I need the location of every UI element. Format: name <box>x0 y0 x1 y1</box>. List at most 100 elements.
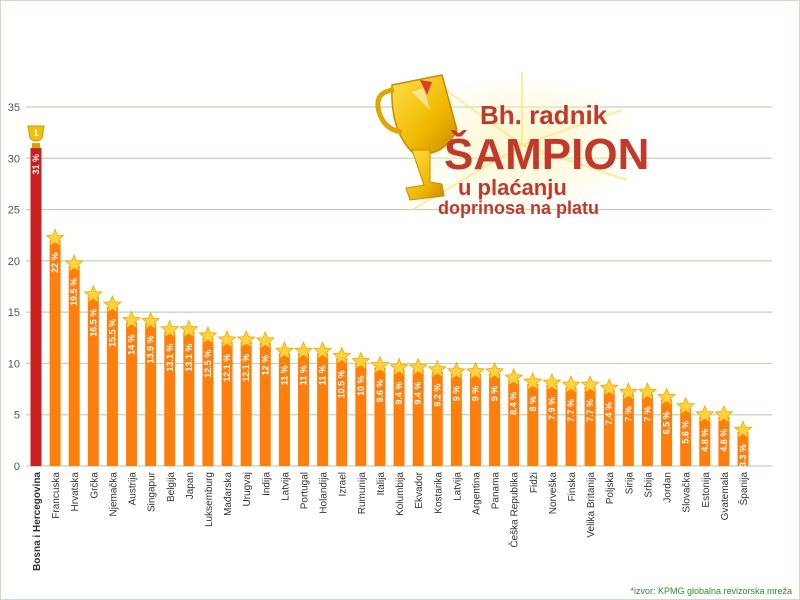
category-label: Poljska <box>605 472 616 505</box>
star-marker <box>657 387 677 406</box>
category-label: Norveška <box>548 472 559 515</box>
value-label: 11 % <box>299 365 309 385</box>
star-marker <box>217 329 237 349</box>
y-tick-label: 30 <box>8 153 20 165</box>
value-label: 6.5 % <box>662 411 672 434</box>
bar <box>202 337 214 466</box>
star-marker <box>274 341 294 360</box>
category-label: Austrija <box>128 472 139 506</box>
bar <box>374 367 386 466</box>
star-marker <box>523 371 543 391</box>
star-marker <box>83 284 103 303</box>
y-tick-label: 35 <box>8 102 20 114</box>
category-label: Portugal <box>300 472 311 509</box>
value-label: 16.5 % <box>88 309 98 337</box>
bar <box>183 331 195 466</box>
category-label: Finska <box>567 472 578 502</box>
category-label: Italija <box>376 472 387 496</box>
category-label: Bosna i Hercegovina <box>32 472 43 571</box>
star-marker <box>160 319 180 338</box>
value-label: 13.1 % <box>165 344 175 372</box>
bar <box>393 369 405 466</box>
star-marker <box>45 228 65 247</box>
trophy-rank: 1 <box>33 128 38 138</box>
value-label: 14 % <box>127 334 137 355</box>
bar <box>87 296 99 466</box>
category-label: Singapur <box>147 471 158 512</box>
value-label: 11 % <box>318 365 328 385</box>
value-label: 7.9 % <box>547 397 557 420</box>
bar <box>469 373 481 466</box>
star-marker <box>504 367 524 386</box>
y-tick-label: 10 <box>8 358 20 370</box>
category-label: Njemačka <box>108 472 119 517</box>
category-label: Panama <box>491 472 502 510</box>
value-label: 5.6 % <box>681 421 691 444</box>
bar <box>603 390 615 466</box>
bar <box>718 416 730 466</box>
star-marker <box>714 404 734 423</box>
category-label: Hrvatska <box>70 472 81 512</box>
category-label: Indija <box>261 472 272 496</box>
value-label: 7.4 % <box>604 402 614 425</box>
category-label: Izrael <box>338 472 349 496</box>
star-marker <box>293 341 314 360</box>
value-label: 12.1 % <box>222 354 232 382</box>
bar <box>221 341 233 466</box>
category-label: Holandija <box>319 472 330 514</box>
trophy-cup <box>27 125 45 142</box>
category-label: Latvija <box>280 472 291 501</box>
value-label: 9.4 % <box>413 382 423 405</box>
category-label: Francuska <box>51 472 62 519</box>
star-marker <box>102 294 122 314</box>
value-label: 7.7 % <box>585 399 595 422</box>
star-marker <box>733 420 753 439</box>
value-label: 8 % <box>528 396 538 412</box>
bar <box>489 373 501 466</box>
value-label: 8.4 % <box>509 392 519 415</box>
y-tick-label: 20 <box>8 256 20 268</box>
star-marker <box>599 378 619 397</box>
bar <box>565 387 577 466</box>
star-marker <box>389 357 409 376</box>
bar <box>164 331 176 466</box>
bar <box>240 341 252 466</box>
y-tick-label: 0 <box>14 461 20 473</box>
category-label: Velika Britanija <box>586 472 597 538</box>
bar <box>584 387 596 466</box>
star-marker <box>580 374 600 394</box>
value-label: 31 % <box>31 154 41 175</box>
headline-line-3: u plaćanju <box>458 175 567 200</box>
star-marker <box>332 346 352 365</box>
value-label: 3.3 % <box>738 444 748 467</box>
bar <box>546 384 558 466</box>
star-marker <box>121 310 142 329</box>
category-label: Ekvador <box>414 471 425 508</box>
category-label: Argentina <box>471 472 482 515</box>
value-label: 4.8 % <box>719 429 729 452</box>
value-label: 10 % <box>356 375 366 396</box>
bar <box>317 353 329 466</box>
category-label: Srbija <box>643 472 654 498</box>
star-marker <box>618 382 638 401</box>
y-tick-label: 25 <box>8 205 20 217</box>
value-label: 13.9 % <box>146 335 156 363</box>
bar <box>355 363 367 466</box>
value-label: 9 % <box>470 386 480 402</box>
category-label: Jordan <box>663 472 674 503</box>
star-marker <box>465 361 486 380</box>
star-marker <box>637 382 658 401</box>
category-label: Rumunija <box>357 472 368 515</box>
star-marker <box>561 374 581 394</box>
headline-line-1: Bh. radnik <box>480 100 608 130</box>
star-marker <box>446 361 466 380</box>
star-marker <box>255 330 275 350</box>
bar <box>126 322 138 466</box>
category-label: Estonija <box>701 472 712 508</box>
value-label: 12.5 % <box>203 350 213 378</box>
value-label: 9.4 % <box>394 382 404 405</box>
bar <box>336 358 348 466</box>
bar <box>145 323 157 466</box>
trophy-icon <box>375 72 632 217</box>
